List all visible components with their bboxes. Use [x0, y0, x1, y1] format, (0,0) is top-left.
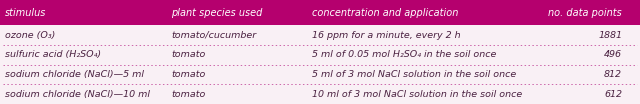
- Text: stimulus: stimulus: [5, 8, 47, 18]
- Text: plant species used: plant species used: [172, 8, 263, 18]
- Text: 812: 812: [604, 70, 622, 79]
- Text: ozone (O₃): ozone (O₃): [5, 31, 56, 40]
- Text: tomato: tomato: [172, 70, 206, 79]
- Bar: [0, 45, 640, 65]
- Text: 5 ml of 0.05 mol H₂SO₄ in the soil once: 5 ml of 0.05 mol H₂SO₄ in the soil once: [312, 50, 497, 59]
- Text: tomato: tomato: [172, 90, 206, 99]
- Text: 5 ml of 3 mol NaCl solution in the soil once: 5 ml of 3 mol NaCl solution in the soil …: [312, 70, 516, 79]
- Text: 16 ppm for a minute, every 2 h: 16 ppm for a minute, every 2 h: [312, 31, 461, 40]
- Text: sodium chloride (NaCl)—10 ml: sodium chloride (NaCl)—10 ml: [5, 90, 150, 99]
- Text: concentration and application: concentration and application: [312, 8, 459, 18]
- Text: tomato: tomato: [172, 50, 206, 59]
- Text: 10 ml of 3 mol NaCl solution in the soil once: 10 ml of 3 mol NaCl solution in the soil…: [312, 90, 523, 99]
- Bar: [0, 65, 640, 84]
- Text: tomato/cucumber: tomato/cucumber: [172, 31, 257, 40]
- Text: no. data points: no. data points: [548, 8, 622, 18]
- Text: 612: 612: [604, 90, 622, 99]
- Text: sulfuric acid (H₂SO₄): sulfuric acid (H₂SO₄): [5, 50, 101, 59]
- Bar: [0, 0, 640, 25]
- Text: sodium chloride (NaCl)—5 ml: sodium chloride (NaCl)—5 ml: [5, 70, 144, 79]
- Bar: [0, 25, 640, 45]
- Text: 1881: 1881: [598, 31, 622, 40]
- Bar: [0, 84, 640, 104]
- Text: 496: 496: [604, 50, 622, 59]
